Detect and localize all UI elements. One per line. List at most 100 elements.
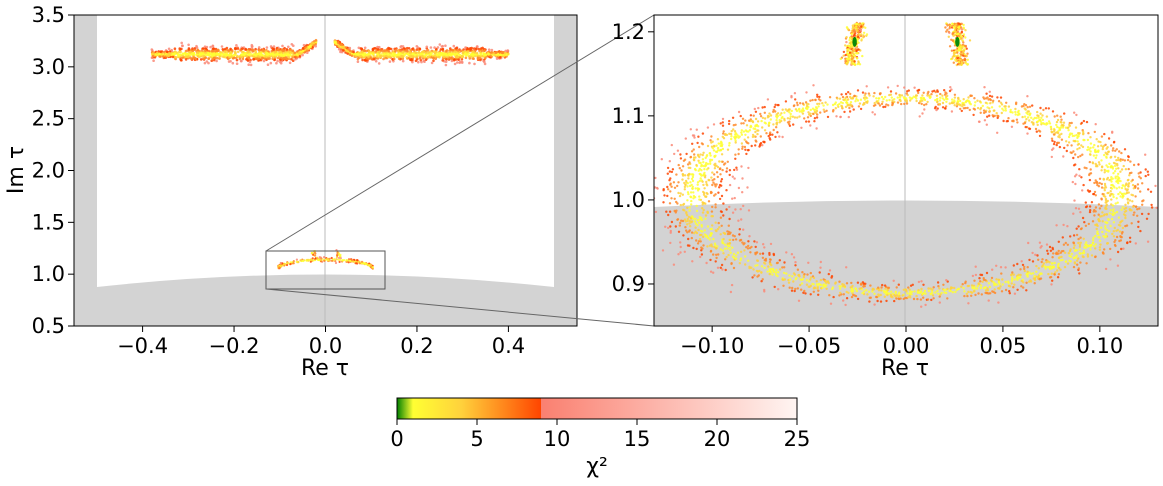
right-scatter-point bbox=[1121, 226, 1125, 230]
right-scatter-point bbox=[823, 110, 826, 114]
right-scatter-point bbox=[816, 93, 819, 97]
right-scatter-point bbox=[916, 297, 919, 301]
right-scatter-point bbox=[741, 145, 744, 148]
right-scatter-point bbox=[667, 188, 670, 191]
right-scatter-point bbox=[868, 300, 871, 303]
right-scatter-point bbox=[927, 287, 930, 290]
left-scatter-point bbox=[274, 53, 278, 57]
right-scatter-point bbox=[858, 102, 862, 105]
right-scatter-point bbox=[728, 141, 731, 145]
right-scatter-point bbox=[979, 286, 982, 290]
right-scatter-point bbox=[1129, 209, 1132, 212]
left-scatter-point bbox=[299, 259, 302, 262]
right-scatter-point bbox=[1000, 290, 1004, 293]
right-scatter-point bbox=[1007, 284, 1011, 287]
right-scatter-point bbox=[1088, 190, 1091, 193]
right-scatter-point bbox=[1060, 132, 1063, 136]
right-scatter-point bbox=[761, 256, 765, 259]
right-scatter-point bbox=[992, 281, 995, 284]
right-scatter-point bbox=[813, 110, 817, 114]
right-scatter-point bbox=[1150, 206, 1154, 209]
left-scatter-point bbox=[415, 45, 419, 48]
right-scatter-point bbox=[1040, 272, 1043, 275]
right-scatter-point bbox=[1115, 148, 1119, 151]
right-scatter-point bbox=[978, 277, 981, 280]
right-scatter-point bbox=[1101, 220, 1104, 223]
right-scatter-point bbox=[1081, 145, 1085, 149]
right-scatter-point bbox=[680, 169, 683, 172]
right-scatter-point bbox=[1086, 253, 1090, 256]
left-y-tick-label: 3.0 bbox=[32, 55, 65, 79]
right-scatter-point bbox=[1028, 105, 1032, 109]
right-scatter-point bbox=[705, 191, 708, 195]
right-scatter-point bbox=[848, 58, 852, 61]
right-scatter-point bbox=[1124, 203, 1127, 206]
right-scatter-point bbox=[871, 290, 874, 293]
right-scatter-point bbox=[1045, 243, 1049, 246]
right-scatter-point bbox=[1061, 236, 1065, 239]
left-scatter-point bbox=[339, 258, 342, 261]
right-scatter-point bbox=[692, 217, 695, 220]
left-scatter-point bbox=[472, 57, 475, 60]
right-scatter-point bbox=[717, 191, 720, 194]
left-scatter-point bbox=[256, 55, 260, 58]
right-scatter-point bbox=[1082, 183, 1085, 187]
right-scatter-point bbox=[674, 225, 677, 228]
right-scatter-point bbox=[728, 144, 731, 147]
right-scatter-point bbox=[710, 176, 713, 179]
right-scatter-point bbox=[889, 93, 893, 96]
right-scatter-point bbox=[1063, 146, 1066, 150]
right-scatter-point bbox=[807, 111, 810, 114]
right-scatter-point bbox=[1059, 259, 1062, 262]
left-scatter-point bbox=[295, 260, 298, 263]
left-scatter-point bbox=[282, 49, 285, 52]
right-scatter-point bbox=[701, 235, 705, 238]
right-scatter-point bbox=[722, 237, 725, 241]
right-scatter-point bbox=[789, 115, 792, 118]
right-scatter-point bbox=[1101, 230, 1104, 234]
right-scatter-point bbox=[1019, 268, 1022, 271]
right-scatter-point bbox=[981, 280, 984, 283]
right-scatter-point bbox=[1097, 185, 1101, 188]
right-scatter-point bbox=[849, 36, 852, 40]
right-scatter-point bbox=[730, 135, 733, 138]
left-scatter-point bbox=[204, 49, 207, 52]
right-scatter-point bbox=[880, 102, 884, 106]
right-scatter-point bbox=[694, 226, 697, 229]
right-scatter-point bbox=[769, 118, 772, 121]
right-scatter-point bbox=[1066, 144, 1069, 147]
right-scatter-point bbox=[720, 194, 724, 198]
right-scatter-point bbox=[802, 275, 806, 279]
right-scatter-point bbox=[1060, 118, 1063, 121]
left-scatter-point bbox=[359, 54, 363, 58]
right-scatter-point bbox=[1093, 181, 1096, 185]
right-scatter-point bbox=[850, 56, 854, 59]
right-scatter-point bbox=[1039, 112, 1042, 115]
left-scatter-point bbox=[389, 51, 392, 55]
right-scatter-point bbox=[948, 89, 952, 93]
right-scatter-point bbox=[1070, 121, 1073, 125]
right-scatter-point bbox=[700, 223, 703, 227]
right-scatter-point bbox=[992, 99, 995, 103]
right-scatter-point bbox=[1015, 118, 1019, 121]
right-scatter-point bbox=[824, 101, 827, 104]
right-scatter-point bbox=[703, 168, 706, 171]
right-scatter-point bbox=[992, 109, 995, 112]
right-scatter-point bbox=[853, 60, 856, 63]
left-scatter-point bbox=[417, 51, 421, 54]
left-scatter-point bbox=[350, 259, 354, 262]
right-scatter-point bbox=[841, 101, 844, 105]
right-scatter-point bbox=[709, 158, 712, 161]
right-scatter-point bbox=[1072, 212, 1075, 215]
left-scatter-point bbox=[377, 62, 381, 65]
right-scatter-point bbox=[1072, 139, 1075, 143]
right-scatter-point bbox=[1069, 132, 1072, 135]
left-scatter-point bbox=[479, 47, 483, 50]
left-scatter-point bbox=[320, 259, 323, 262]
right-scatter-point bbox=[737, 110, 741, 114]
right-scatter-point bbox=[854, 23, 858, 26]
right-scatter-point bbox=[1109, 156, 1112, 159]
right-scatter-point bbox=[805, 120, 808, 123]
left-scatter-point bbox=[411, 55, 415, 58]
left-scatter-point bbox=[408, 51, 412, 55]
